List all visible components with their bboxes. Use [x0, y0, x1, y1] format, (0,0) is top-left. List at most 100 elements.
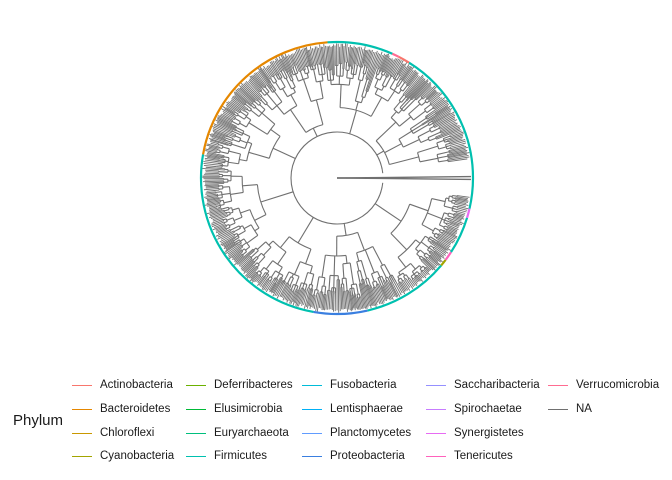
legend-key [72, 432, 92, 434]
tree-branch [350, 291, 354, 311]
tree-branch [384, 143, 402, 154]
tree-branch [297, 288, 305, 307]
tree-branch [221, 108, 236, 118]
tree-branch [327, 290, 330, 310]
tree-branch [402, 66, 413, 81]
legend-item-cyanobacteria: Cyanobacteria [72, 448, 174, 464]
tree-branch [320, 285, 323, 293]
tree-branch [264, 86, 270, 93]
tree-branch [305, 72, 310, 75]
tree-branch [301, 282, 308, 285]
tree-branch [359, 270, 364, 280]
tree-branch [455, 208, 467, 213]
tree-branch [325, 45, 328, 69]
tree-branch [249, 272, 258, 282]
tip-ring-segment-firmicutes [408, 61, 475, 179]
tree-branch [318, 291, 322, 309]
tree-branch [415, 235, 426, 250]
tree-branch [315, 293, 319, 312]
legend-label: Elusimicrobia [214, 403, 283, 415]
tree-branch [283, 105, 298, 115]
tree-branch [269, 77, 272, 80]
tree-branch [218, 144, 224, 147]
tree-branch [319, 81, 324, 99]
tree-branch [233, 91, 252, 107]
tree-branch [395, 79, 401, 86]
tree-branch [394, 73, 399, 80]
tree-branch [427, 91, 438, 100]
tree-branch [211, 221, 225, 228]
tree-branch [260, 99, 267, 106]
tree-branch [420, 138, 429, 144]
tree-branch [367, 51, 383, 92]
tree-branch [345, 290, 348, 312]
legend-item-bacteroidetes: Bacteroidetes [72, 401, 170, 417]
tree-branch [377, 277, 382, 287]
tree-branch [225, 223, 230, 227]
tree-branch [260, 95, 263, 98]
tree-branch [447, 215, 454, 219]
tree-branch [357, 66, 362, 80]
tree-branch [429, 128, 432, 133]
tree-branch [220, 235, 235, 244]
tree-branch [321, 74, 324, 81]
tree-branch [257, 275, 265, 287]
tree-branch [225, 244, 239, 255]
tree-branch [331, 45, 334, 75]
tree-branch [433, 113, 455, 126]
tree-branch [436, 129, 461, 140]
tree-branch [263, 280, 271, 291]
tree-branch [267, 278, 270, 280]
tree-branch [230, 191, 244, 195]
tree-branch [280, 70, 283, 73]
tree-branch [357, 297, 361, 310]
tree-branch [342, 263, 345, 279]
tree-branch [403, 98, 416, 112]
tree-branch [238, 121, 241, 126]
tree-branch [270, 277, 273, 281]
tree-branch [434, 227, 441, 232]
legend-item-planctomycetes: Planctomycetes [302, 425, 411, 441]
tree-branch [246, 265, 257, 278]
tree-branch [272, 278, 283, 297]
tree-branch [251, 105, 255, 109]
tree-branch [429, 236, 438, 242]
legend-key [186, 384, 206, 386]
tree-branch [254, 101, 260, 106]
tree-branch [391, 274, 397, 283]
tree-branch [224, 221, 228, 224]
tree-branch [378, 53, 386, 69]
tree-branch [430, 96, 441, 105]
tree-branch [309, 265, 313, 274]
tree-branch [319, 44, 323, 65]
tree-branch [384, 75, 392, 88]
tree-branch [246, 266, 258, 279]
tree-branch [426, 113, 436, 120]
tree-branch [431, 97, 443, 106]
tree-branch [228, 246, 244, 258]
tree-branch [443, 197, 447, 207]
tree-branch [438, 234, 454, 244]
tree-branch [390, 203, 411, 234]
tree-branch [239, 122, 247, 128]
tree-branch [245, 103, 252, 110]
tree-branch [237, 242, 239, 244]
tree-branch [291, 86, 296, 90]
tree-branch [339, 84, 342, 108]
tree-branch [447, 136, 464, 143]
tree-branch [356, 252, 360, 262]
tree-branch [298, 77, 309, 82]
tree-branch [351, 283, 357, 286]
tree-branch [342, 262, 351, 265]
tree-branch [303, 272, 309, 284]
legend-label: Euryarchaeota [214, 427, 289, 439]
tree-branch [428, 254, 431, 258]
tree-branch [398, 281, 401, 284]
tree-branch [246, 143, 253, 161]
tree-branch [430, 245, 434, 249]
tree-branch [336, 231, 358, 237]
tree-branch [439, 119, 458, 129]
tree-branch [316, 46, 320, 65]
tree-branch [215, 226, 227, 232]
tree-branch [441, 233, 456, 242]
